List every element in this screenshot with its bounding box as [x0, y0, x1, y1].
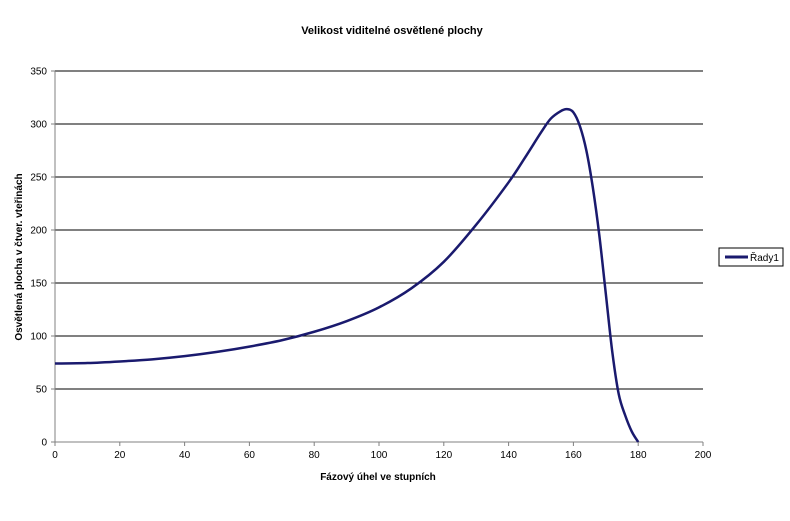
- x-tick-label-6: 120: [435, 450, 452, 461]
- x-axis-ticks: 0 20 40 60 80 100 120 140 160 180 200: [52, 442, 712, 461]
- y-axis-title: Osvětlená plocha v čtver. vteřinách: [14, 173, 25, 340]
- y-tick-label-3: 150: [30, 279, 47, 290]
- chart-title: Velikost viditelné osvětlené plochy: [301, 25, 483, 37]
- x-tick-label-3: 60: [244, 450, 256, 461]
- series-layer: [54, 107, 640, 443]
- x-tick-label-5: 100: [371, 450, 388, 461]
- series-line-0: [54, 107, 640, 443]
- y-tick-label-0: 0: [41, 438, 47, 449]
- gridlines: [55, 70, 703, 390]
- x-tick-label-1: 20: [114, 450, 126, 461]
- x-tick-label-10: 200: [695, 450, 712, 461]
- legend: Řady1: [718, 247, 784, 267]
- y-tick-label-5: 250: [30, 173, 47, 184]
- x-tick-label-8: 160: [565, 450, 582, 461]
- legend-box: [718, 247, 784, 267]
- legend-label: Řady1: [750, 251, 779, 264]
- y-tick-label-1: 50: [36, 385, 48, 396]
- x-tick-label-2: 40: [179, 450, 191, 461]
- x-tick-label-4: 80: [309, 450, 321, 461]
- y-tick-label-6: 300: [30, 120, 47, 131]
- y-axis-ticks: 0 50 100 150 200 250 300 350: [30, 67, 55, 449]
- x-tick-label-7: 140: [500, 450, 517, 461]
- x-tick-label-9: 180: [630, 450, 647, 461]
- x-axis-title: Fázový úhel ve stupních: [320, 472, 436, 483]
- axes: [54, 71, 703, 443]
- x-tick-label-0: 0: [52, 450, 58, 461]
- y-tick-label-7: 350: [30, 67, 47, 78]
- y-tick-label-4: 200: [30, 226, 47, 237]
- y-tick-label-2: 100: [30, 332, 47, 343]
